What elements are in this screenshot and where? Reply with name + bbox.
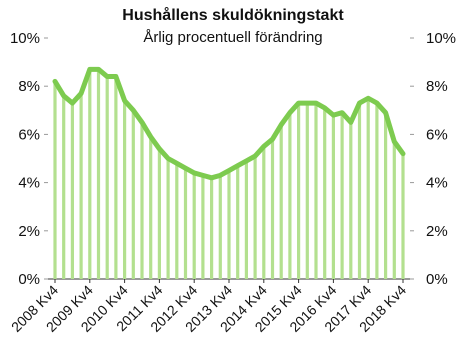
bar: [157, 148, 161, 279]
y2-tick-label: 6%: [426, 126, 448, 143]
y-tick-label: 4%: [18, 175, 40, 192]
bar: [253, 156, 257, 279]
chart-title: Hushållens skuldökningstakt: [122, 6, 344, 24]
y-tick-label: 6%: [18, 126, 40, 143]
bar: [288, 112, 292, 280]
bar: [236, 165, 240, 279]
bar: [96, 69, 101, 279]
bar: [62, 95, 66, 279]
bar: [183, 168, 188, 279]
line: [52, 66, 406, 181]
bar: [210, 177, 214, 279]
bar: [340, 112, 344, 280]
bar: [323, 107, 327, 279]
bar: [123, 100, 127, 279]
bar: [79, 93, 83, 280]
y-tick-label: 8%: [18, 78, 40, 95]
bar: [375, 103, 379, 279]
bar: [140, 122, 144, 279]
bar: [218, 175, 222, 279]
y2-tick-label: 2%: [426, 223, 448, 240]
bar: [262, 146, 266, 279]
y2-tick-label: 8%: [426, 78, 448, 95]
bar: [349, 122, 353, 279]
bar: [70, 103, 74, 279]
y2-tick-label: 10%: [426, 30, 456, 47]
bar: [401, 153, 405, 279]
bar: [331, 115, 335, 280]
bar: [105, 76, 109, 279]
y-tick-label: 2%: [18, 223, 40, 240]
bar: [53, 81, 57, 279]
bar: [314, 103, 318, 279]
chart-subtitle: Årlig procentuell förändring: [143, 29, 322, 46]
bar: [366, 98, 370, 279]
y-tick-label: 0%: [18, 271, 40, 288]
bar: [175, 163, 179, 279]
bar: [279, 124, 283, 279]
bar: [114, 76, 118, 279]
bar: [357, 103, 362, 279]
bar: [192, 172, 196, 279]
bar: [88, 69, 92, 279]
bar: [166, 158, 170, 279]
bar: [149, 136, 153, 279]
bar: [392, 141, 396, 279]
bar: [131, 110, 135, 279]
bar: [227, 170, 231, 279]
bar: [384, 112, 388, 280]
y-tick-label: 10%: [10, 30, 40, 47]
bar: [270, 139, 275, 279]
bar: [201, 175, 205, 279]
y2-tick-label: 0%: [426, 271, 448, 288]
bar: [305, 103, 309, 279]
y2-tick-label: 4%: [426, 175, 448, 192]
bar: [244, 160, 248, 279]
bar: [297, 103, 301, 279]
